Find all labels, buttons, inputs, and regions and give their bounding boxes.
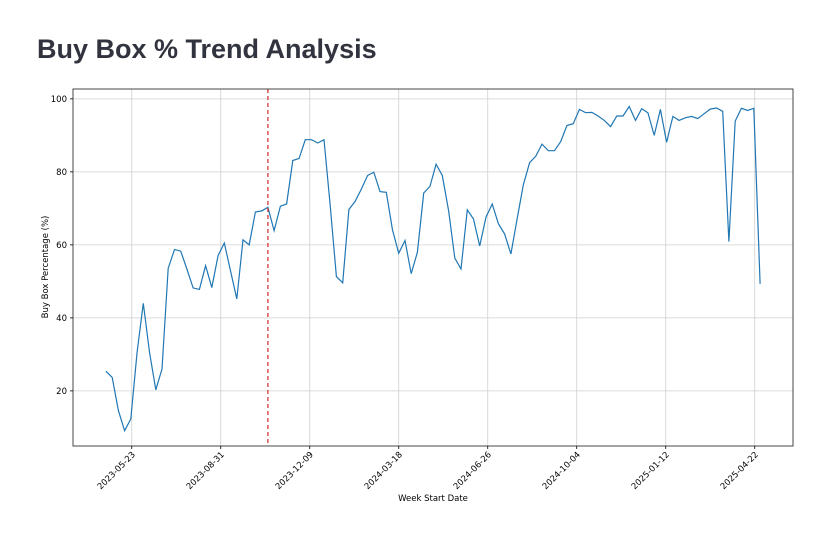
x-tick-label: 2023-08-31 [185,450,227,492]
ticks: 20 40 60 80 100 2023-05-23 2023-08-31 2023-12-0… [51,95,761,492]
page-title: Buy Box % Trend Analysis [37,34,377,64]
x-tick-label: 2023-12-09 [274,450,316,492]
x-tick-label: 2025-01-12 [630,450,672,492]
grid [73,89,793,446]
y-tick-label: 20 [56,387,67,397]
marks [105,89,761,446]
x-tick-label: 2024-03-18 [363,450,405,492]
y-tick-label: 100 [51,95,67,105]
y-tick-label: 80 [56,168,67,178]
axes-frame [72,88,794,447]
y-tick-label: 40 [56,314,67,324]
x-tick-label: 2025-04-22 [719,450,761,492]
x-tick-label: 2023-05-23 [96,450,138,492]
x-tick-label: 2024-06-26 [452,450,494,492]
series-line-buy-box [105,105,761,433]
y-axis-label: Buy Box Percentage (%) [41,216,51,319]
y-tick-label: 60 [56,241,67,251]
x-tick-label: 2024-10-04 [541,450,583,492]
x-axis-label: Week Start Date [398,494,468,504]
